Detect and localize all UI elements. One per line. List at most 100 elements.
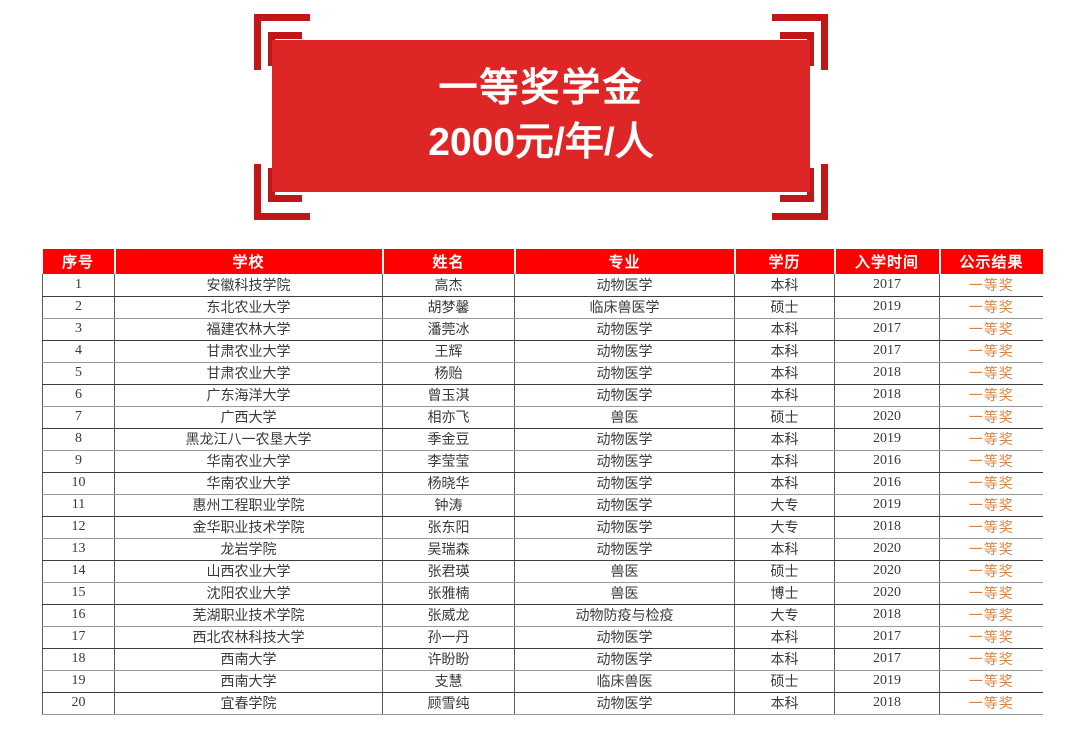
corner-bracket-top-right-icon (772, 14, 836, 78)
cell-degree: 本科 (734, 318, 835, 341)
cell-school: 西南大学 (114, 670, 383, 693)
cell-degree: 本科 (734, 538, 835, 561)
banner-amount: 2000元/年/人 (428, 121, 654, 164)
bracket-inner-vertical (807, 168, 814, 202)
cell-index: 7 (42, 406, 115, 429)
table-row[interactable]: 6 广东海洋大学 曾玉淇 动物医学 本科 2018 一等奖 (42, 384, 1043, 407)
cell-degree: 博士 (734, 582, 835, 605)
cell-result: 一等奖 (939, 274, 1043, 297)
table-body: 1 安徽科技学院 高杰 动物医学 本科 2017 一等奖 2 东北农业大学 胡梦馨 临床兽医学 硕士 2… (42, 274, 1043, 715)
table-row[interactable]: 7 广西大学 相亦飞 兽医 硕士 2020 一等奖 (42, 406, 1043, 429)
cell-major: 动物医学 (514, 274, 735, 297)
cell-degree: 本科 (734, 340, 835, 363)
table-row[interactable]: 14 山西农业大学 张君瑛 兽医 硕士 2020 一等奖 (42, 560, 1043, 583)
cell-school: 广东海洋大学 (114, 384, 383, 407)
column-header-name[interactable]: 姓名 (382, 249, 516, 274)
cell-school: 龙岩学院 (114, 538, 383, 561)
cell-school: 东北农业大学 (114, 296, 383, 319)
cell-name: 钟涛 (382, 494, 515, 517)
cell-name: 季金豆 (382, 428, 515, 451)
cell-year: 2019 (834, 494, 940, 517)
cell-school: 山西农业大学 (114, 560, 383, 583)
cell-major: 动物医学 (514, 318, 735, 341)
column-header-school[interactable]: 学校 (114, 249, 384, 274)
bracket-inner-horizontal (268, 195, 302, 202)
table-row[interactable]: 4 甘肃农业大学 王辉 动物医学 本科 2017 一等奖 (42, 340, 1043, 363)
table-row[interactable]: 8 黑龙江八一农垦大学 季金豆 动物医学 本科 2019 一等奖 (42, 428, 1043, 451)
table-row[interactable]: 10 华南农业大学 杨晓华 动物医学 本科 2016 一等奖 (42, 472, 1043, 495)
bracket-inner-vertical (807, 32, 814, 66)
table-row[interactable]: 2 东北农业大学 胡梦馨 临床兽医学 硕士 2019 一等奖 (42, 296, 1043, 319)
cell-name: 曾玉淇 (382, 384, 515, 407)
table-row[interactable]: 17 西北农林科技大学 孙一丹 动物医学 本科 2017 一等奖 (42, 626, 1043, 649)
cell-degree: 硕士 (734, 296, 835, 319)
cell-index: 16 (42, 604, 115, 627)
cell-result: 一等奖 (939, 450, 1043, 473)
cell-year: 2016 (834, 472, 940, 495)
table-row[interactable]: 1 安徽科技学院 高杰 动物医学 本科 2017 一等奖 (42, 274, 1043, 297)
bracket-outer-horizontal (254, 213, 310, 220)
cell-major: 临床兽医 (514, 670, 735, 693)
cell-school: 华南农业大学 (114, 472, 383, 495)
cell-index: 9 (42, 450, 115, 473)
table-row[interactable]: 15 沈阳农业大学 张雅楠 兽医 博士 2020 一等奖 (42, 582, 1043, 605)
cell-major: 兽医 (514, 560, 735, 583)
awards-table-container: 序号 学校 姓名 专业 学历 入学时间 公示结果 1 安徽科技学院 高杰 动物医学 本科… (42, 249, 1043, 715)
cell-index: 3 (42, 318, 115, 341)
cell-degree: 大专 (734, 516, 835, 539)
cell-name: 许盼盼 (382, 648, 515, 671)
cell-major: 动物医学 (514, 494, 735, 517)
cell-name: 张威龙 (382, 604, 515, 627)
cell-year: 2019 (834, 670, 940, 693)
cell-result: 一等奖 (939, 494, 1043, 517)
cell-degree: 大专 (734, 494, 835, 517)
cell-result: 一等奖 (939, 406, 1043, 429)
cell-school: 惠州工程职业学院 (114, 494, 383, 517)
cell-result: 一等奖 (939, 604, 1043, 627)
cell-index: 17 (42, 626, 115, 649)
table-row[interactable]: 16 芜湖职业技术学院 张威龙 动物防疫与检疫 大专 2018 一等奖 (42, 604, 1043, 627)
cell-major: 动物医学 (514, 626, 735, 649)
cell-name: 杨晓华 (382, 472, 515, 495)
award-banner: 一等奖学金 2000元/年/人 (246, 14, 836, 220)
table-row[interactable]: 20 宜春学院 顾雪纯 动物医学 本科 2018 一等奖 (42, 692, 1043, 715)
cell-year: 2018 (834, 692, 940, 715)
cell-degree: 本科 (734, 384, 835, 407)
table-row[interactable]: 11 惠州工程职业学院 钟涛 动物医学 大专 2019 一等奖 (42, 494, 1043, 517)
cell-result: 一等奖 (939, 516, 1043, 539)
table-row[interactable]: 18 西南大学 许盼盼 动物医学 本科 2017 一等奖 (42, 648, 1043, 671)
cell-index: 12 (42, 516, 115, 539)
cell-index: 11 (42, 494, 115, 517)
cell-school: 黑龙江八一农垦大学 (114, 428, 383, 451)
cell-degree: 本科 (734, 472, 835, 495)
cell-name: 支慧 (382, 670, 515, 693)
table-row[interactable]: 13 龙岩学院 吴瑞森 动物医学 本科 2020 一等奖 (42, 538, 1043, 561)
corner-bracket-bottom-left-icon (246, 156, 310, 220)
table-header-row: 序号 学校 姓名 专业 学历 入学时间 公示结果 (42, 249, 1043, 274)
cell-degree: 本科 (734, 626, 835, 649)
cell-result: 一等奖 (939, 296, 1043, 319)
column-header-major[interactable]: 专业 (514, 249, 736, 274)
table-row[interactable]: 12 金华职业技术学院 张东阳 动物医学 大专 2018 一等奖 (42, 516, 1043, 539)
cell-degree: 本科 (734, 362, 835, 385)
table-row[interactable]: 5 甘肃农业大学 杨贻 动物医学 本科 2018 一等奖 (42, 362, 1043, 385)
cell-result: 一等奖 (939, 428, 1043, 451)
cell-major: 动物医学 (514, 450, 735, 473)
column-header-degree[interactable]: 学历 (734, 249, 836, 274)
cell-result: 一等奖 (939, 340, 1043, 363)
corner-bracket-top-left-icon (246, 14, 310, 78)
bracket-outer-horizontal (772, 213, 828, 220)
column-header-index[interactable]: 序号 (42, 249, 116, 274)
cell-year: 2020 (834, 538, 940, 561)
column-header-year[interactable]: 入学时间 (834, 249, 941, 274)
cell-major: 动物医学 (514, 538, 735, 561)
cell-name: 吴瑞森 (382, 538, 515, 561)
table-row[interactable]: 9 华南农业大学 李莹莹 动物医学 本科 2016 一等奖 (42, 450, 1043, 473)
column-header-result[interactable]: 公示结果 (939, 249, 1043, 274)
cell-year: 2018 (834, 384, 940, 407)
table-row[interactable]: 3 福建农林大学 潘莞冰 动物医学 本科 2017 一等奖 (42, 318, 1043, 341)
cell-name: 张东阳 (382, 516, 515, 539)
cell-major: 临床兽医学 (514, 296, 735, 319)
table-row[interactable]: 19 西南大学 支慧 临床兽医 硕士 2019 一等奖 (42, 670, 1043, 693)
